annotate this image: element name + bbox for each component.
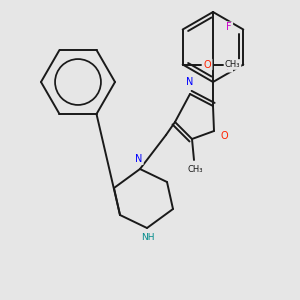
Text: F: F [226,61,232,71]
Text: NH: NH [141,233,155,242]
Text: O: O [220,131,228,141]
Text: F: F [226,22,232,32]
Text: CH₃: CH₃ [187,164,203,173]
Text: N: N [186,77,194,87]
Text: N: N [135,154,143,164]
Text: O: O [204,59,212,70]
Text: CH₃: CH₃ [225,60,240,69]
